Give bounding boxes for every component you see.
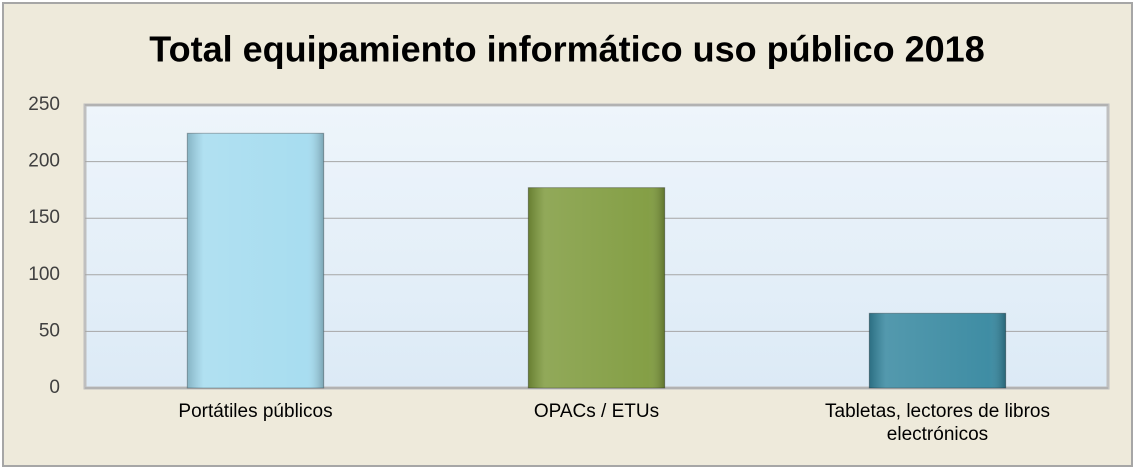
y-tick-label: 0 <box>49 377 60 398</box>
chart-title: Total equipamiento informático uso públi… <box>149 29 984 70</box>
y-tick-label: 50 <box>39 320 60 341</box>
y-tick-label: 200 <box>28 151 60 172</box>
bar <box>186 132 325 389</box>
x-tick-label: OPACs / ETUs <box>533 401 660 422</box>
bar <box>527 187 666 389</box>
x-tick-label: Portátiles públicos <box>178 401 333 422</box>
bar <box>868 312 1007 389</box>
y-tick-label: 150 <box>28 207 60 228</box>
y-tick-label: 100 <box>28 264 60 285</box>
y-tick-label: 250 <box>28 94 60 115</box>
x-tick-label: Tabletas, lectores de libros electrónico… <box>825 401 1050 445</box>
